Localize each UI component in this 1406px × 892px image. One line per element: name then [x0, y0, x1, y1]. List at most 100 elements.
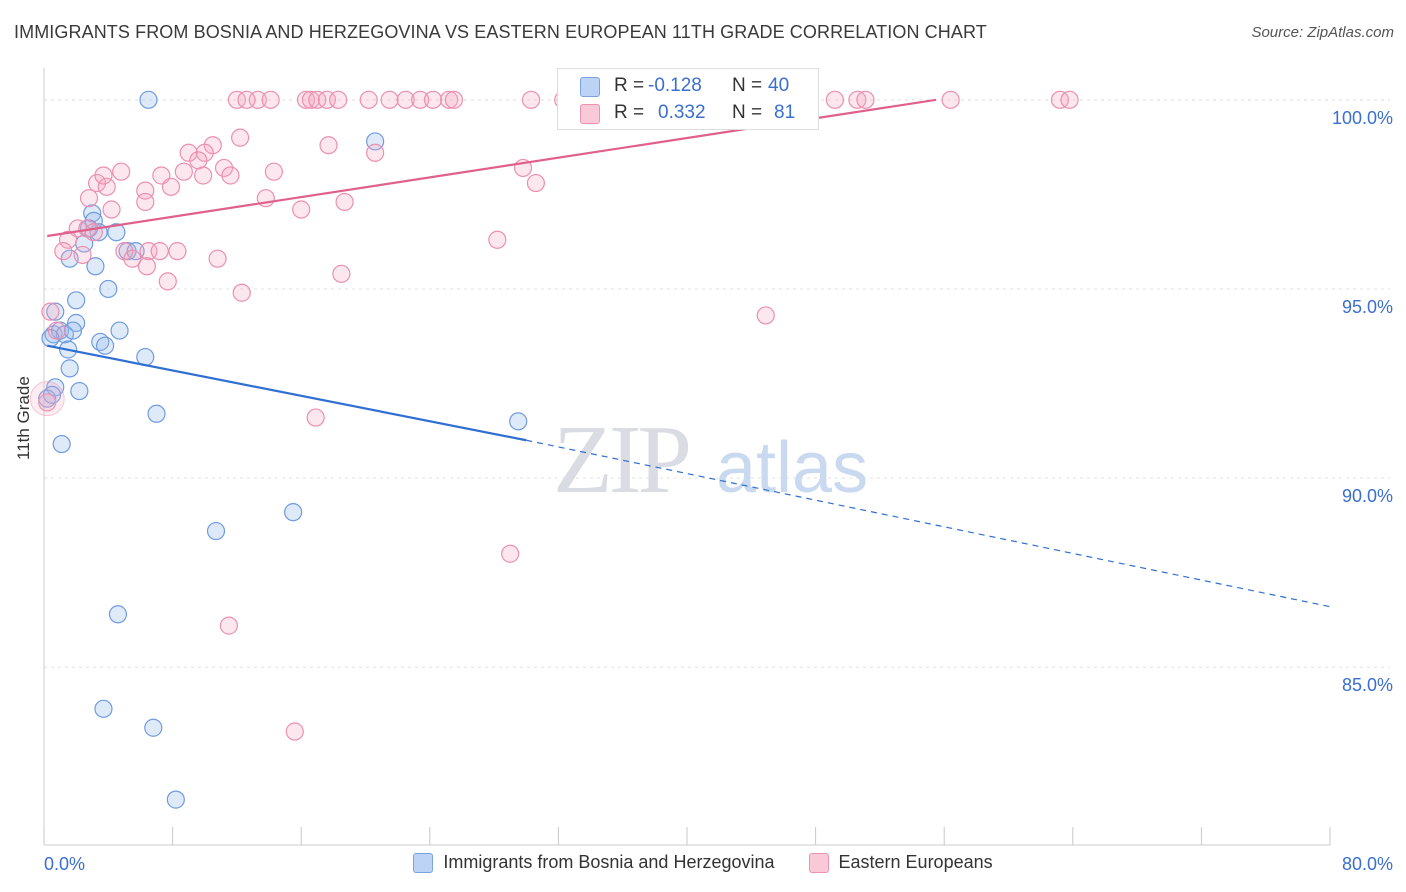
point-eastern [380, 90, 399, 109]
point-eastern [136, 192, 155, 212]
point-bosnia [86, 257, 105, 276]
point-bosnia [110, 321, 129, 340]
point-eastern [79, 189, 99, 208]
point-eastern [231, 128, 250, 147]
point-eastern [264, 162, 283, 181]
y-tick-label: 90.0% [1342, 486, 1393, 506]
point-eastern [1060, 90, 1079, 109]
legend-item-eastern[interactable]: Eastern Europeans [808, 852, 993, 873]
point-bosnia [52, 434, 71, 454]
point-eastern [423, 90, 443, 109]
point-eastern [332, 264, 351, 283]
stats-n-value: 40 [768, 75, 790, 96]
point-eastern [158, 272, 177, 291]
legend-label: Eastern Europeans [838, 852, 993, 872]
stats-r-label: R = [614, 75, 645, 96]
stats-legend-box: R = -0.128 N = 40 R = 0.332 N = 81 [557, 68, 819, 130]
point-eastern [444, 90, 464, 109]
source-note: Source: ZipAtlas.com [1251, 24, 1394, 41]
point-eastern [501, 544, 520, 563]
point-eastern [237, 90, 256, 109]
point-eastern [825, 90, 844, 109]
point-bosnia [60, 359, 79, 378]
x-tick-label: 0.0% [44, 854, 85, 874]
point-eastern [73, 245, 92, 265]
point-eastern [227, 90, 246, 109]
point-eastern [168, 242, 187, 261]
point-eastern [47, 321, 66, 340]
point-bosnia [166, 790, 185, 809]
point-eastern [137, 257, 156, 276]
point-eastern [232, 283, 251, 302]
point-eastern [208, 249, 227, 268]
point-eastern [856, 90, 875, 109]
point-eastern [123, 249, 142, 268]
stats-n-label: N = [732, 75, 763, 96]
point-eastern [94, 166, 113, 185]
y-tick-label: 85.0% [1342, 675, 1393, 695]
point-eastern [335, 192, 354, 212]
watermark-atlas: atlas [716, 428, 868, 508]
point-eastern [319, 136, 338, 155]
point-eastern [189, 151, 208, 170]
axes [43, 68, 1331, 846]
y-tick-label: 95.0% [1342, 297, 1393, 317]
point-eastern [41, 302, 60, 321]
stats-swatch-blue [580, 77, 600, 97]
point-bosnia [139, 90, 158, 109]
legend-item-bosnia[interactable]: Immigrants from Bosnia and Herzegovina [413, 852, 775, 873]
point-bosnia [99, 279, 118, 299]
point-eastern [359, 90, 378, 109]
point-eastern [439, 90, 459, 109]
point-bosnia [147, 404, 166, 423]
legend-swatch-blue [413, 852, 434, 873]
point-eastern [97, 177, 116, 196]
trend-line-bosnia-dashed [526, 439, 1331, 608]
point-eastern [756, 306, 775, 325]
y-tick-label: 100.0% [1332, 108, 1393, 128]
point-eastern [306, 408, 325, 427]
point-bosnia [108, 605, 128, 624]
point-eastern [285, 722, 304, 741]
point-eastern-large [29, 381, 65, 417]
point-eastern [221, 166, 240, 185]
point-eastern [261, 90, 280, 109]
point-eastern [54, 242, 73, 261]
point-bosnia [284, 503, 303, 522]
x-tick-label: 80.0% [1342, 854, 1393, 874]
stats-r-value: -0.128 [648, 75, 702, 96]
trend-line-bosnia [47, 344, 527, 442]
point-eastern [214, 158, 234, 178]
point-bosnia [206, 521, 226, 541]
stats-n-label: N = [732, 102, 763, 123]
point-eastern [521, 90, 541, 109]
point-eastern [179, 143, 198, 162]
point-bosnia [509, 412, 528, 431]
legend-swatch-pink [808, 852, 829, 873]
point-eastern [102, 200, 121, 219]
watermark: ZIP atlas [553, 406, 868, 514]
point-eastern [411, 90, 430, 109]
stats-r-value: 0.332 [658, 102, 706, 123]
point-bosnia [107, 223, 126, 242]
point-eastern [174, 162, 193, 181]
point-bosnia [70, 381, 89, 401]
point-eastern [1050, 90, 1070, 109]
stats-n-value: 81 [774, 102, 796, 123]
point-eastern [396, 90, 415, 109]
point-eastern [308, 90, 327, 109]
point-eastern [526, 173, 545, 193]
point-eastern [195, 143, 214, 162]
point-eastern [59, 230, 78, 249]
point-bosnia [94, 699, 113, 718]
point-eastern [194, 166, 213, 185]
point-eastern [292, 200, 311, 219]
gridlines [44, 99, 1390, 668]
legend-label: Immigrants from Bosnia and Herzegovina [443, 852, 775, 872]
point-eastern [488, 230, 507, 249]
data-points [29, 90, 1079, 809]
stats-swatch-pink [580, 104, 600, 124]
watermark-zip: ZIP [553, 406, 688, 514]
point-eastern [38, 393, 57, 412]
point-eastern [329, 90, 348, 109]
